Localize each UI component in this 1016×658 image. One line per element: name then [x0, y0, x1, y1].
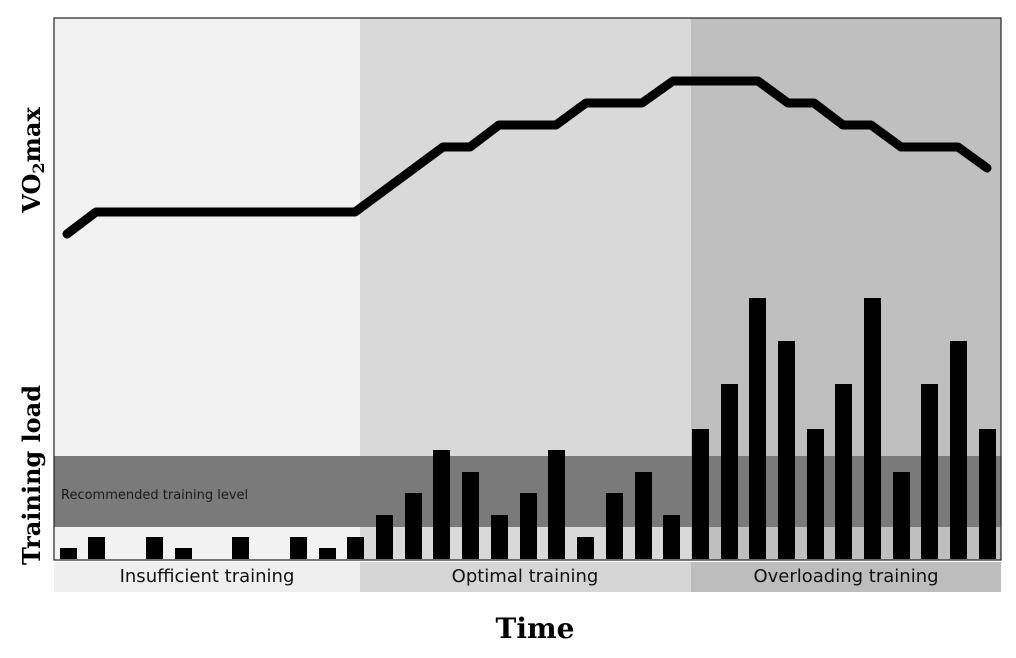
- training-load-bar: [290, 537, 307, 559]
- training-load-bar: [520, 493, 537, 559]
- training-load-bar: [491, 515, 508, 559]
- training-load-bar: [88, 537, 105, 559]
- training-load-bar: [749, 298, 766, 559]
- training-load-bar: [462, 472, 479, 559]
- zone-label-strip-insufficient: [54, 562, 360, 592]
- training-load-bar: [232, 537, 249, 559]
- x-axis-title: Time: [496, 612, 575, 645]
- training-load-bar: [692, 429, 709, 559]
- zone-label-strip-overloading: [691, 562, 1001, 592]
- training-load-bar: [778, 341, 795, 559]
- training-load-bars: [60, 298, 996, 559]
- training-load-bar: [979, 429, 996, 559]
- zone-label-strip-optimal: [360, 562, 691, 592]
- training-load-bar: [606, 493, 623, 559]
- y-axis-title-training-load: Training load: [17, 385, 46, 565]
- training-load-bar: [548, 450, 565, 559]
- plot-frame: [53, 17, 1002, 561]
- training-load-bar: [807, 429, 824, 559]
- training-load-bar: [577, 537, 594, 559]
- training-load-bar: [175, 548, 192, 559]
- training-load-bar: [864, 298, 881, 559]
- vo2max-title-tail: max: [17, 107, 46, 163]
- training-load-bar: [433, 450, 450, 559]
- training-load-bar: [347, 537, 364, 559]
- zone-label-overloading: Overloading training: [753, 566, 938, 587]
- recommended-training-label: Recommended training level: [61, 488, 248, 503]
- training-load-bar: [663, 515, 680, 559]
- training-load-bar: [835, 384, 852, 559]
- training-load-bar: [635, 472, 652, 559]
- vo2max-title-subscript: 2: [29, 163, 48, 174]
- y-axis-title-vo2max: VO2max: [17, 107, 48, 214]
- zone-label-insufficient: Insufficient training: [120, 566, 295, 587]
- vo2max-title-main: VO: [17, 174, 46, 214]
- training-load-bar: [893, 472, 910, 559]
- training-load-bar: [319, 548, 336, 559]
- vo2max-line: [62, 76, 992, 239]
- training-load-bar: [921, 384, 938, 559]
- training-load-bar: [60, 548, 77, 559]
- training-load-bar: [405, 493, 422, 559]
- training-load-bar: [376, 515, 393, 559]
- training-load-bar: [950, 341, 967, 559]
- training-load-bar: [721, 384, 738, 559]
- training-load-bar: [146, 537, 163, 559]
- zone-label-optimal: Optimal training: [452, 566, 599, 587]
